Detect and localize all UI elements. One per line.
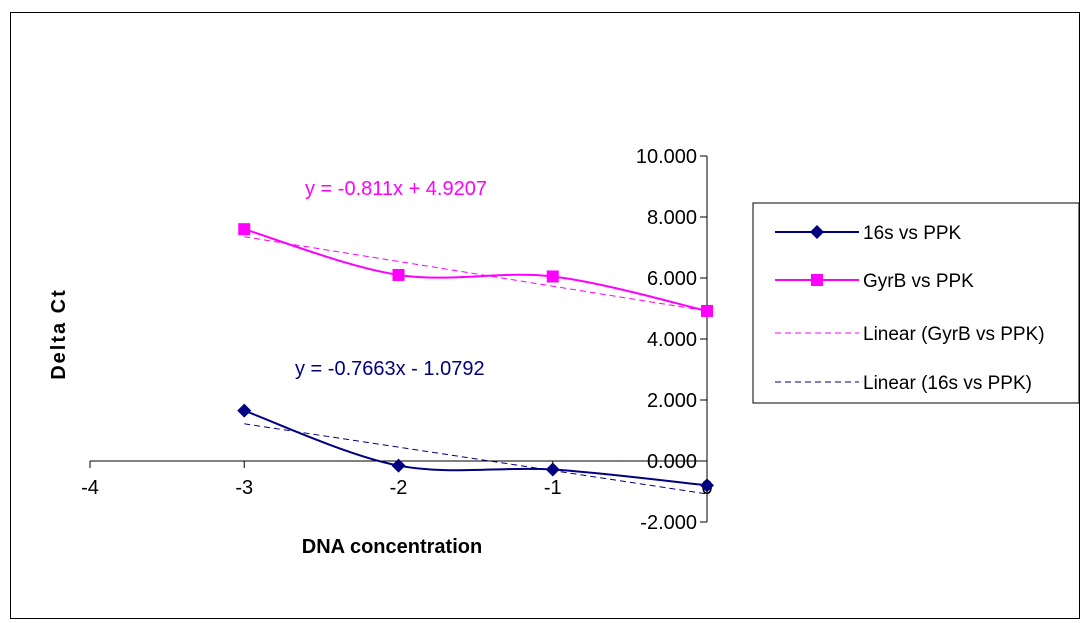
trendlines: [244, 236, 708, 495]
trendline-1: [244, 423, 708, 495]
legend-item-gyrb: GyrB vs PPK: [775, 271, 974, 292]
legend-item-16s: 16s vs PPK: [775, 223, 962, 244]
trendline-0: [244, 236, 708, 312]
x-tick-label: -2: [390, 477, 408, 499]
y-tick-label: 4.000: [647, 329, 697, 351]
x-tick-label: -4: [81, 477, 99, 499]
x-axis-title: DNA concentration: [302, 536, 482, 558]
legend-label-16s: 16s vs PPK: [863, 223, 962, 244]
data-point-square: [238, 223, 251, 236]
series-line-0: [243, 409, 708, 487]
legend: 16s vs PPK GyrB vs PPK Linear (GyrB vs P…: [752, 202, 1080, 404]
legend-box: [752, 202, 1080, 404]
data-point-diamond: [237, 403, 252, 418]
y-tick-label: 10.000: [636, 146, 697, 168]
series-lines: [243, 228, 708, 487]
x-tick-label: -1: [544, 477, 562, 499]
legend-label-gyrb: GyrB vs PPK: [863, 271, 974, 292]
x-tick-label: -3: [235, 477, 253, 499]
legend-diamond-marker: [810, 225, 824, 239]
data-point-square: [392, 268, 405, 281]
y-ticks: -2.000 0.000 2.000 4.000 6.000 8.000 10.000: [636, 146, 707, 534]
data-point-diamond: [545, 462, 560, 477]
gyrb-trendline-equation: y = -0.811x + 4.9207: [305, 178, 487, 200]
y-tick-label: 8.000: [647, 207, 697, 229]
data-point-square: [546, 270, 559, 283]
y-tick-label: -2.000: [640, 512, 697, 534]
legend-item-linear-16s: Linear (16s vs PPK): [775, 373, 1032, 394]
y-tick-label: 6.000: [647, 268, 697, 290]
chart-frame: -4-3-2-10 -2.0000.0002.0004.0006.0008.00…: [10, 12, 1080, 619]
y-tick-label: 2.000: [647, 390, 697, 412]
legend-label-linear-16s: Linear (16s vs PPK): [863, 373, 1032, 394]
legend-label-linear-gyrb: Linear (GyrB vs PPK): [863, 324, 1045, 345]
data-point-square: [701, 304, 713, 317]
series-line-1: [243, 228, 708, 312]
legend-item-linear-gyrb: Linear (GyrB vs PPK): [775, 324, 1045, 345]
16s-trendline-equation: y = -0.7663x - 1.0792: [295, 358, 485, 380]
data-point-diamond: [700, 478, 714, 493]
legend-square-marker: [811, 274, 823, 286]
series-markers: [237, 223, 714, 493]
y-axis-title: Delta Ct: [48, 288, 70, 380]
data-point-diamond: [391, 458, 406, 473]
y-tick-label: 0.000: [647, 451, 697, 473]
chart-svg: -4-3-2-10 -2.0000.0002.0004.0006.0008.00…: [48, 146, 1080, 558]
